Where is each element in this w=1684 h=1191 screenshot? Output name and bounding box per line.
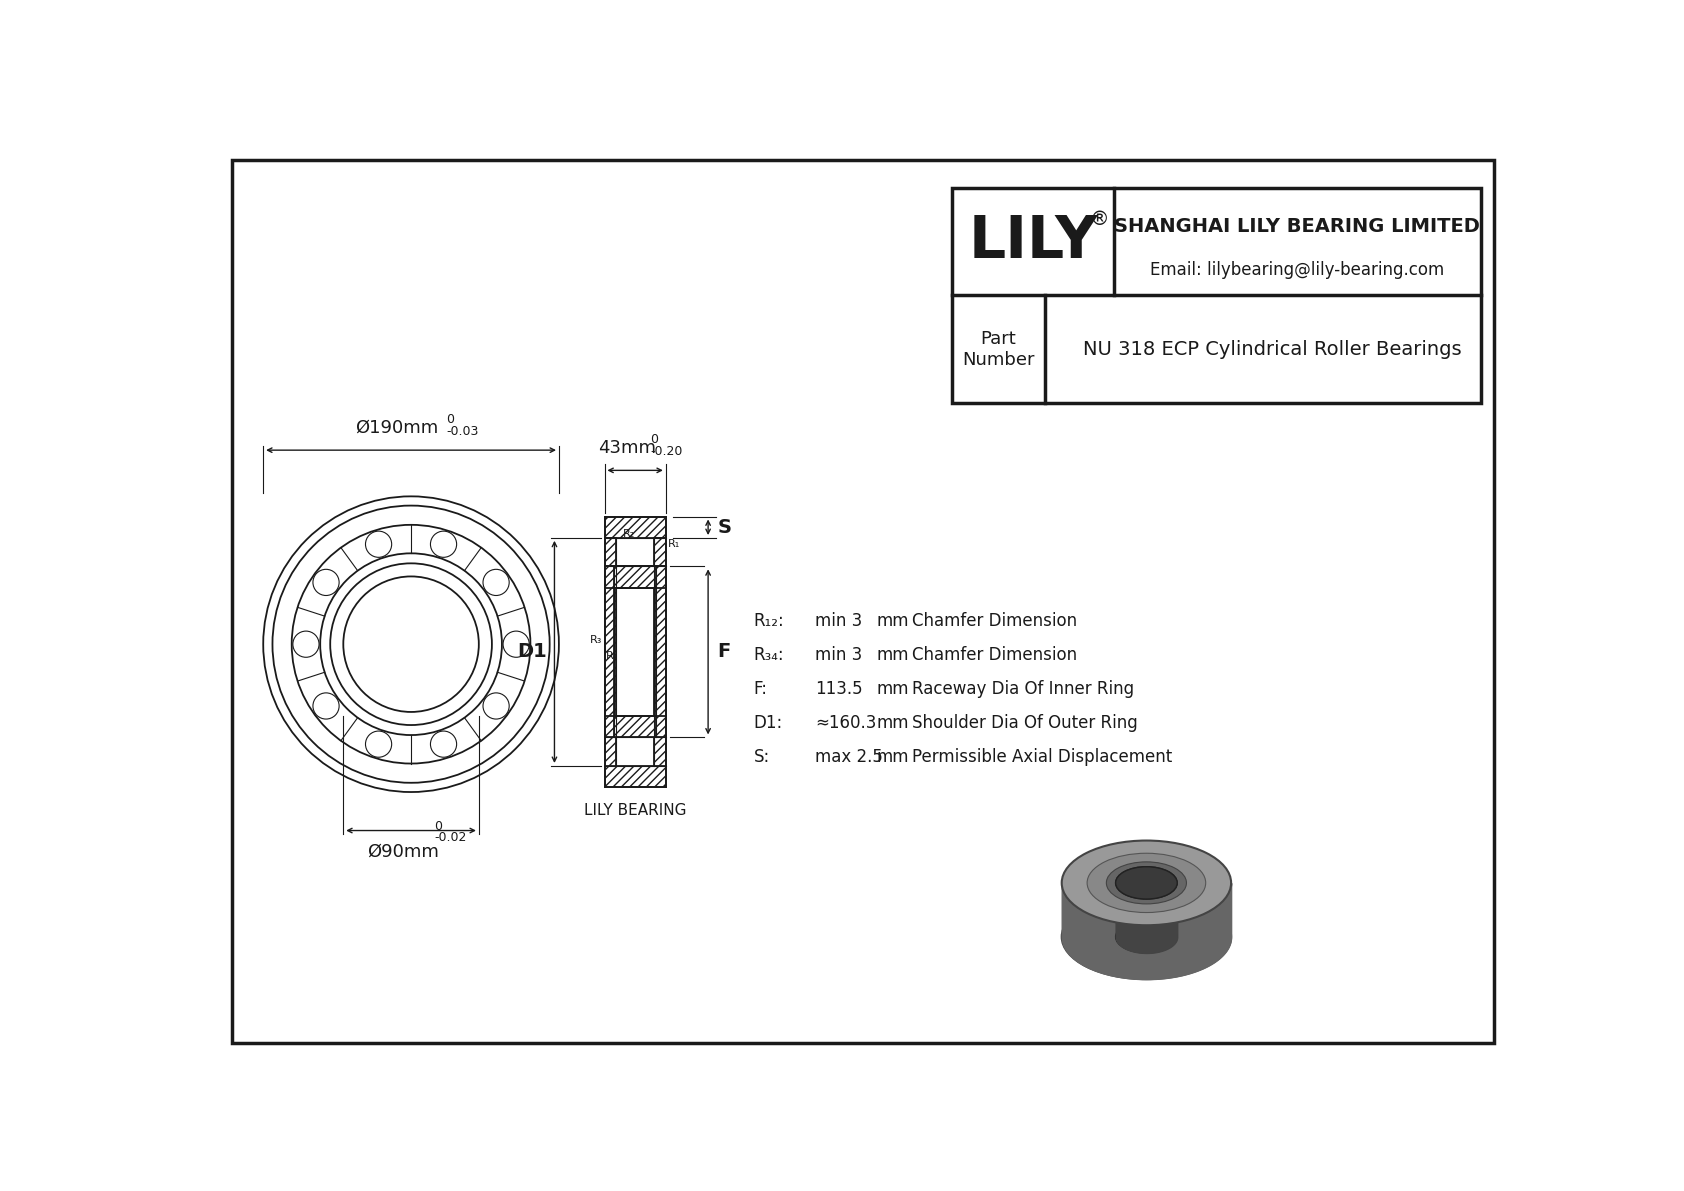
Text: ®: ® xyxy=(1090,211,1108,230)
Bar xyxy=(605,567,665,588)
Text: Part
Number: Part Number xyxy=(962,330,1036,369)
Text: min 3: min 3 xyxy=(815,646,862,663)
Bar xyxy=(616,538,655,766)
Bar xyxy=(605,567,615,737)
Text: R₃: R₃ xyxy=(589,635,603,646)
Text: Raceway Dia Of Inner Ring: Raceway Dia Of Inner Ring xyxy=(911,680,1133,698)
Text: 113.5: 113.5 xyxy=(815,680,862,698)
Text: Ø190mm: Ø190mm xyxy=(355,418,440,436)
Text: 43mm: 43mm xyxy=(598,438,657,456)
Bar xyxy=(605,588,665,716)
Text: 0: 0 xyxy=(434,819,443,833)
Bar xyxy=(655,567,665,737)
Ellipse shape xyxy=(1115,921,1177,953)
Text: R₁₂:: R₁₂: xyxy=(754,612,785,630)
Text: NU 318 ECP Cylindrical Roller Bearings: NU 318 ECP Cylindrical Roller Bearings xyxy=(1083,339,1462,358)
Bar xyxy=(615,567,655,737)
Text: mm: mm xyxy=(877,748,909,766)
Text: Chamfer Dimension: Chamfer Dimension xyxy=(911,646,1076,663)
Ellipse shape xyxy=(1115,867,1177,899)
Text: S: S xyxy=(717,518,731,537)
Text: R₂: R₂ xyxy=(623,529,635,538)
Text: Email: lilybearing@lily-bearing.com: Email: lilybearing@lily-bearing.com xyxy=(1150,261,1445,279)
Text: mm: mm xyxy=(877,713,909,731)
Ellipse shape xyxy=(1106,862,1187,904)
Text: LILY: LILY xyxy=(968,213,1098,270)
Text: F:: F: xyxy=(754,680,768,698)
Text: mm: mm xyxy=(877,680,909,698)
Bar xyxy=(605,517,665,538)
Ellipse shape xyxy=(1088,853,1206,912)
Text: S:: S: xyxy=(754,748,770,766)
Text: LILY BEARING: LILY BEARING xyxy=(584,803,687,817)
Bar xyxy=(605,538,616,766)
Bar xyxy=(953,187,1480,404)
Text: F: F xyxy=(717,642,731,661)
Ellipse shape xyxy=(1061,841,1231,925)
Text: 0: 0 xyxy=(650,432,658,445)
Text: 0: 0 xyxy=(446,412,455,425)
Text: -0.02: -0.02 xyxy=(434,831,466,844)
Bar xyxy=(655,538,665,766)
Text: max 2.5: max 2.5 xyxy=(815,748,882,766)
Text: min 3: min 3 xyxy=(815,612,862,630)
Ellipse shape xyxy=(1115,867,1177,899)
Text: R₃₄:: R₃₄: xyxy=(754,646,785,663)
Bar xyxy=(605,716,665,737)
Text: mm: mm xyxy=(877,646,909,663)
Text: SHANGHAI LILY BEARING LIMITED: SHANGHAI LILY BEARING LIMITED xyxy=(1115,217,1480,236)
Text: Permissible Axial Displacement: Permissible Axial Displacement xyxy=(911,748,1172,766)
Text: -0.03: -0.03 xyxy=(446,425,478,438)
Text: Shoulder Dia Of Outer Ring: Shoulder Dia Of Outer Ring xyxy=(911,713,1137,731)
Text: -0.20: -0.20 xyxy=(650,445,684,459)
Bar xyxy=(605,766,665,787)
Text: mm: mm xyxy=(877,612,909,630)
Text: D1:: D1: xyxy=(754,713,783,731)
Bar xyxy=(605,567,665,588)
Text: ≈160.3: ≈160.3 xyxy=(815,713,877,731)
Ellipse shape xyxy=(1061,894,1231,979)
Text: R₁: R₁ xyxy=(669,540,680,549)
Text: R₄: R₄ xyxy=(606,650,618,661)
Text: Chamfer Dimension: Chamfer Dimension xyxy=(911,612,1076,630)
Text: Ø90mm: Ø90mm xyxy=(367,843,440,861)
Text: D1: D1 xyxy=(517,642,547,661)
